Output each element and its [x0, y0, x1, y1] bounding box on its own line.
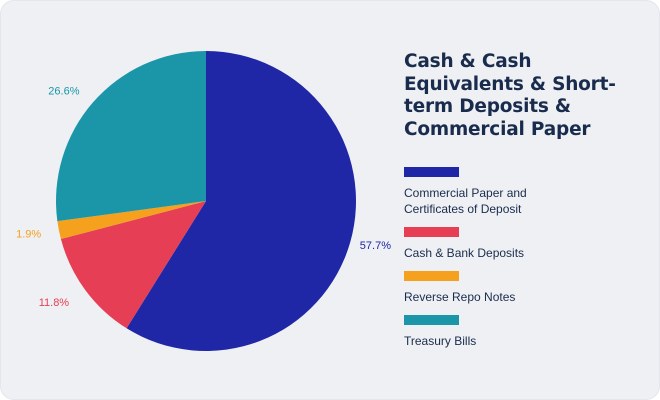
legend-panel: Cash & Cash Equivalents & Short-term Dep…	[404, 51, 649, 349]
pie-slice-treasury-bills	[56, 51, 206, 222]
legend-swatch	[404, 167, 459, 177]
legend-item-cash-bank-deposits: Cash & Bank Deposits	[404, 227, 649, 261]
legend-label: Treasury Bills	[404, 334, 477, 348]
slice-label-reverse-repo-notes: 1.9%	[16, 229, 41, 241]
pie-slice-cash-bank-deposits	[60, 201, 206, 329]
legend-swatch	[404, 227, 459, 237]
pie-slice-reverse-repo-notes	[57, 201, 206, 240]
slice-label-treasury-bills: 26.6%	[48, 86, 79, 98]
pie-chart-svg: 57.7% 11.8% 1.9% 26.6%	[16, 51, 391, 351]
slice-label-commercial-paper: 57.7%	[360, 240, 391, 252]
legend-item-commercial-paper: Commercial Paper and Certificates of Dep…	[404, 167, 649, 217]
legend-item-reverse-repo-notes: Reverse Repo Notes	[404, 271, 649, 305]
legend-item-treasury-bills: Treasury Bills	[404, 315, 649, 349]
legend-label: Commercial Paper and Certificates of Dep…	[404, 186, 527, 216]
pie-chart: 57.7% 11.8% 1.9% 26.6%	[1, 1, 401, 399]
legend: Commercial Paper and Certificates of Dep…	[404, 167, 649, 349]
legend-swatch	[404, 271, 459, 281]
slice-label-cash-bank-deposits: 11.8%	[39, 297, 70, 309]
pie-slice-commercial-paper	[126, 51, 357, 351]
legend-label: Cash & Bank Deposits	[404, 246, 525, 260]
legend-swatch	[404, 315, 459, 325]
chart-title: Cash & Cash Equivalents & Short-term Dep…	[404, 51, 616, 140]
legend-label: Reverse Repo Notes	[404, 290, 516, 304]
